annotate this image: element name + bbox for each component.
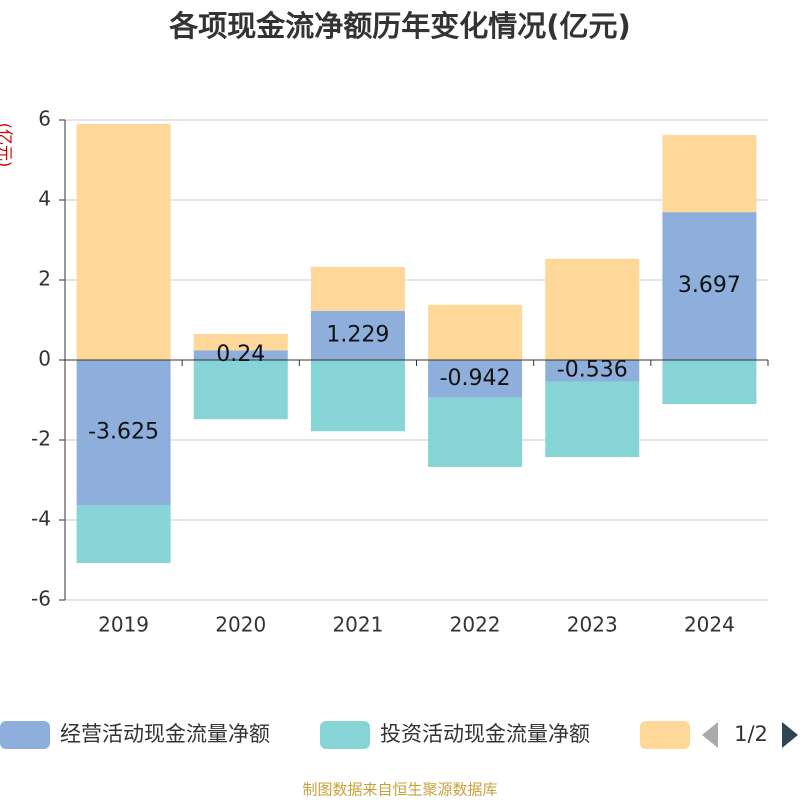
bar: [193, 334, 288, 351]
bar: [662, 134, 757, 213]
bar: [545, 360, 640, 382]
bar: [310, 360, 405, 432]
y-tick-label: 4: [38, 187, 51, 211]
bar: [662, 212, 757, 360]
y-tick-label: -4: [31, 507, 51, 531]
x-tick-label: 2020: [215, 613, 266, 637]
bar: [76, 124, 171, 360]
x-tick-label: 2024: [684, 613, 735, 637]
bar: [76, 505, 171, 563]
x-tick-label: 2022: [450, 613, 501, 637]
bar: [662, 360, 757, 404]
data-label: -3.625: [88, 420, 159, 445]
bar: [193, 360, 288, 420]
bar: [545, 258, 640, 360]
bar: [193, 350, 288, 360]
bar: [428, 360, 523, 398]
bar: [76, 360, 171, 505]
legend-label: 投资活动现金流量净额: [380, 722, 590, 746]
data-label: -0.942: [440, 366, 511, 391]
bar: [545, 381, 640, 458]
bar: [428, 397, 523, 467]
y-tick-label: 0: [38, 347, 51, 371]
data-label: 1.229: [326, 322, 389, 347]
legend-page: 1/2: [734, 722, 768, 746]
x-tick-label: 2023: [567, 613, 618, 637]
data-label: 3.697: [678, 273, 741, 298]
y-tick-label: -2: [31, 427, 51, 451]
chart-title: 各项现金流净额历年变化情况(亿元): [168, 9, 631, 43]
data-label: 0.24: [216, 342, 265, 367]
x-tick-label: 2021: [332, 613, 383, 637]
y-tick-label: -6: [31, 587, 51, 611]
bar: [310, 310, 405, 360]
y-axis-label: (亿元): [0, 123, 15, 168]
legend-swatch: [320, 721, 370, 749]
source-note: 制图数据来自恒生聚源数据库: [302, 781, 497, 799]
legend-label: 经营活动现金流量净额: [60, 722, 270, 746]
legend-swatch: [640, 721, 690, 749]
legend-prev-arrow[interactable]: [702, 722, 718, 748]
bar: [428, 304, 523, 360]
bar: [310, 266, 405, 311]
x-tick-label: 2019: [98, 613, 149, 637]
data-label: -0.536: [557, 358, 628, 383]
bars: [76, 124, 757, 563]
y-tick-label: 6: [38, 107, 51, 131]
legend-next-arrow[interactable]: [782, 722, 798, 748]
y-tick-label: 2: [38, 267, 51, 291]
legend-swatch: [0, 721, 50, 749]
